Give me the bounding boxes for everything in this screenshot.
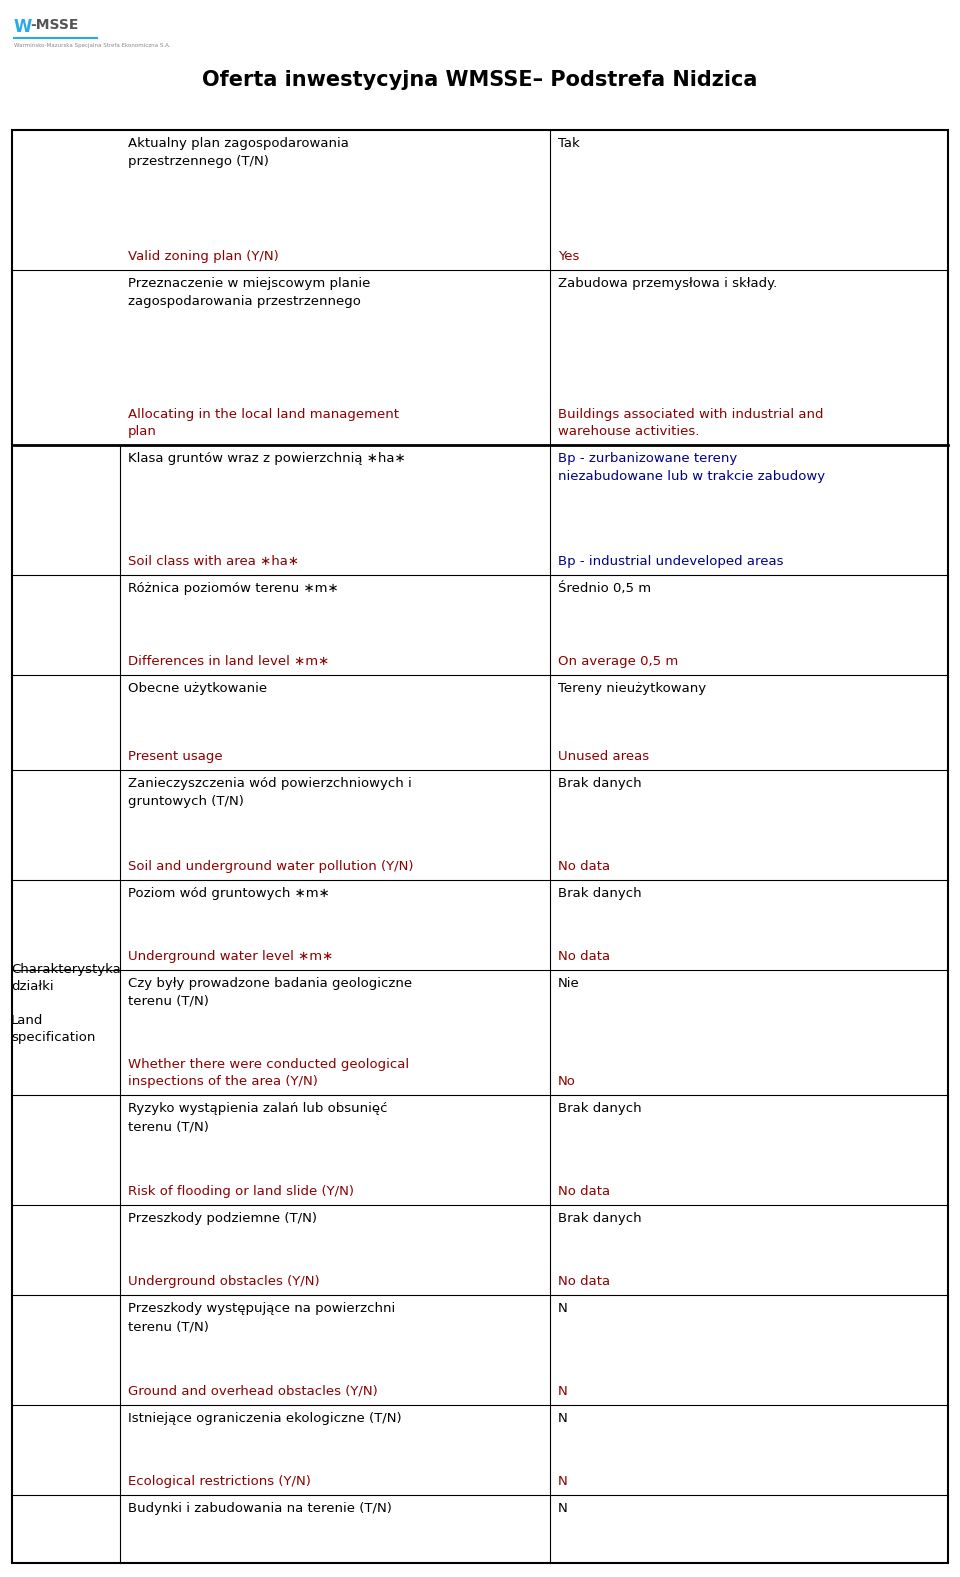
Text: Ryzyko wystąpienia zalań lub obsunięć
terenu (T/N): Ryzyko wystąpienia zalań lub obsunięć te… (128, 1102, 388, 1132)
Text: N: N (558, 1385, 567, 1397)
Text: Tereny nieużytkowany: Tereny nieużytkowany (558, 681, 707, 695)
Text: Budynki i zabudowania na terenie (T/N): Budynki i zabudowania na terenie (T/N) (128, 1501, 392, 1515)
Text: No data: No data (558, 1274, 611, 1288)
Text: Ground and overhead obstacles (Y/N): Ground and overhead obstacles (Y/N) (128, 1385, 377, 1397)
Text: Present usage: Present usage (128, 751, 223, 763)
Text: Risk of flooding or land slide (Y/N): Risk of flooding or land slide (Y/N) (128, 1184, 354, 1199)
Text: On average 0,5 m: On average 0,5 m (558, 654, 679, 669)
Text: Przeszkody podziemne (T/N): Przeszkody podziemne (T/N) (128, 1213, 317, 1225)
Text: Zabudowa przemysłowa i składy.: Zabudowa przemysłowa i składy. (558, 278, 778, 290)
Text: Underground water level ∗m∗: Underground water level ∗m∗ (128, 949, 333, 964)
Text: Whether there were conducted geological
inspections of the area (Y/N): Whether there were conducted geological … (128, 1058, 409, 1088)
Text: Warmińsko-Mazurska Specjalna Strefa Ekonomiczna S.A.: Warmińsko-Mazurska Specjalna Strefa Ekon… (14, 43, 171, 47)
Text: Przeznaczenie w miejscowym planie
zagospodarowania przestrzennego: Przeznaczenie w miejscowym planie zagosp… (128, 278, 371, 308)
Text: Differences in land level ∗m∗: Differences in land level ∗m∗ (128, 654, 329, 669)
Text: Unused areas: Unused areas (558, 751, 649, 763)
Text: Brak danych: Brak danych (558, 886, 641, 900)
Text: Brak danych: Brak danych (558, 1213, 641, 1225)
Text: Soil and underground water pollution (Y/N): Soil and underground water pollution (Y/… (128, 859, 414, 874)
Text: N: N (558, 1474, 567, 1489)
Text: N: N (558, 1303, 567, 1315)
Text: Obecne użytkowanie: Obecne użytkowanie (128, 681, 267, 695)
Text: Tak: Tak (558, 137, 580, 150)
Text: N: N (558, 1501, 567, 1515)
Text: Soil class with area ∗ha∗: Soil class with area ∗ha∗ (128, 555, 299, 568)
Text: Ecological restrictions (Y/N): Ecological restrictions (Y/N) (128, 1474, 311, 1489)
Text: Różnica poziomów terenu ∗m∗: Różnica poziomów terenu ∗m∗ (128, 582, 339, 595)
Text: Yes: Yes (558, 251, 580, 263)
Text: Allocating in the local land management
plan: Allocating in the local land management … (128, 408, 399, 438)
Text: No data: No data (558, 1184, 611, 1199)
Text: -MSSE: -MSSE (30, 17, 79, 32)
Text: Underground obstacles (Y/N): Underground obstacles (Y/N) (128, 1274, 320, 1288)
Text: Oferta inwestycyjna WMSSE– Podstrefa Nidzica: Oferta inwestycyjna WMSSE– Podstrefa Nid… (203, 69, 757, 90)
Text: N: N (558, 1411, 567, 1426)
Text: Istniejące ograniczenia ekologiczne (T/N): Istniejące ograniczenia ekologiczne (T/N… (128, 1411, 401, 1426)
Text: Buildings associated with industrial and
warehouse activities.: Buildings associated with industrial and… (558, 408, 824, 438)
Text: W: W (14, 17, 33, 36)
Text: No data: No data (558, 859, 611, 874)
Text: Poziom wód gruntowych ∗m∗: Poziom wód gruntowych ∗m∗ (128, 886, 329, 900)
Text: Aktualny plan zagospodarowania
przestrzennego (T/N): Aktualny plan zagospodarowania przestrze… (128, 137, 348, 169)
Text: Brak danych: Brak danych (558, 1102, 641, 1115)
Text: Nie: Nie (558, 978, 580, 990)
Text: No data: No data (558, 949, 611, 964)
Text: Bp - industrial undeveloped areas: Bp - industrial undeveloped areas (558, 555, 783, 568)
Text: Przeszkody występujące na powierzchni
terenu (T/N): Przeszkody występujące na powierzchni te… (128, 1303, 396, 1333)
Text: Zanieczyszczenia wód powierzchniowych i
gruntowych (T/N): Zanieczyszczenia wód powierzchniowych i … (128, 777, 412, 807)
Text: Valid zoning plan (Y/N): Valid zoning plan (Y/N) (128, 251, 278, 263)
Text: Czy były prowadzone badania geologiczne
terenu (T/N): Czy były prowadzone badania geologiczne … (128, 978, 412, 1008)
Text: No: No (558, 1076, 576, 1088)
Text: Klasa gruntów wraz z powierzchnią ∗ha∗: Klasa gruntów wraz z powierzchnią ∗ha∗ (128, 453, 406, 465)
Text: Bp - zurbanizowane tereny
niezabudowane lub w trakcie zabudowy: Bp - zurbanizowane tereny niezabudowane … (558, 453, 826, 483)
Text: Brak danych: Brak danych (558, 777, 641, 790)
Text: Charakterystyka
działki

Land
specification: Charakterystyka działki Land specificati… (12, 964, 121, 1044)
Text: Średnio 0,5 m: Średnio 0,5 m (558, 582, 651, 595)
